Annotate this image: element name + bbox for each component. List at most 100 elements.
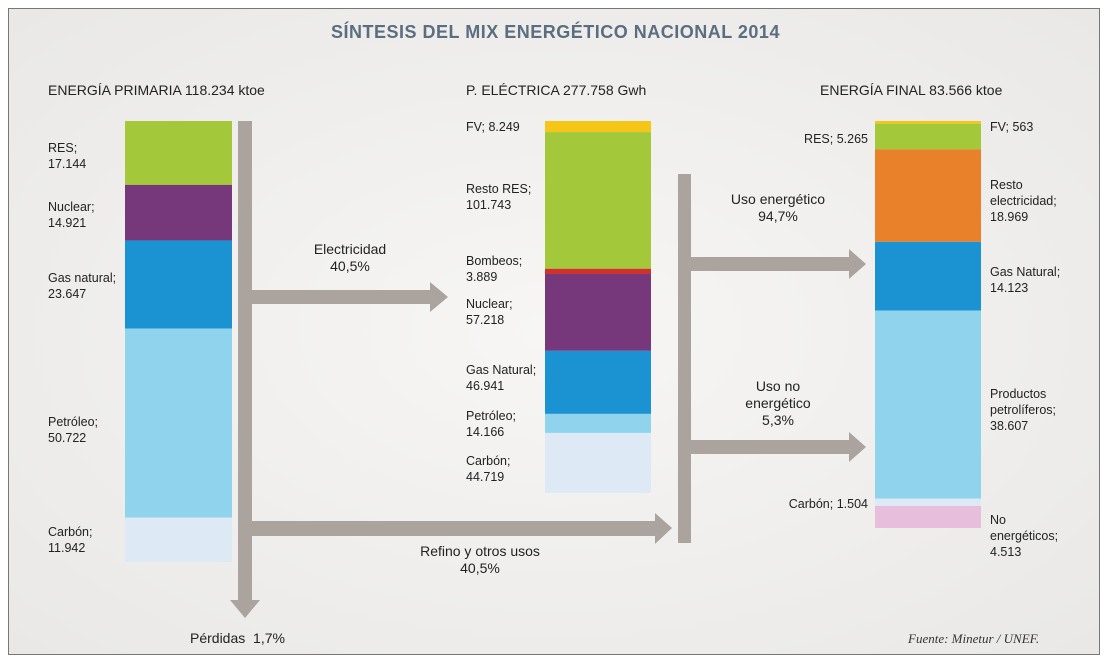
segment-value: 14.123 [990,281,1029,295]
segment-value: 11.942 [48,541,86,555]
segment-label: Carbón; 11.942 [48,524,126,556]
arrow-shaft [252,290,432,304]
arrow-head [430,282,448,312]
segment-value: 563 [1012,120,1034,134]
arrow-head [655,513,672,544]
segment [125,517,232,562]
flow-share: 40,5% [460,560,500,576]
segment-label: Productos petrolíferos; 38.607 [990,386,1068,434]
segment-name: Carbón; [466,454,511,468]
arrow-head [230,600,260,618]
segment-name: Carbón; [788,497,834,511]
segment [875,506,981,528]
flow-label: Refino y otros usos 40,5% [380,543,580,577]
segment-value: 38.607 [990,419,1029,433]
arrows [230,121,866,618]
segment [125,240,232,329]
segment-label: Gas Natural; 14.123 [990,264,1068,296]
flow-name: Uso no energético [745,378,811,411]
segment-name: Gas natural; [48,271,117,285]
losses: Pérdidas 1,7% [190,630,285,647]
segment [125,184,232,241]
title: SÍNTESIS DEL MIX ENERGÉTICO NACIONAL 201… [331,22,780,42]
segment-name: Resto electricidad; [990,178,1057,208]
flow-name: Refino y otros usos [420,543,540,559]
segment-name: Resto RES; [466,182,532,196]
segment-label: RES; 5.265 [804,131,868,147]
segment-name: Petróleo; [48,415,99,429]
segment-name: Carbón; [48,525,93,539]
flow-label: Electricidad 40,5% [280,241,420,275]
flow-name: Electricidad [313,241,387,257]
segment-label: FV; 8.249 [466,119,586,135]
segment-label: Petróleo; 14.166 [466,408,544,440]
segment-value: 4.513 [990,545,1022,559]
segment-name: Nuclear; [466,297,513,311]
segment-name: Gas Natural; [990,265,1061,279]
flow-label: Uso no energético 5,3% [724,378,832,429]
segment-name: Productos petrolíferos; [990,387,1057,417]
segment [875,310,981,499]
losses-label: Pérdidas [190,630,246,646]
source: Fuente: Minetur / UNEF. [908,631,1040,646]
segment-value: 3.889 [466,270,498,284]
segment-label: Bombeos; 3.889 [466,253,544,285]
segment-value: 14.921 [48,216,87,230]
segment [875,498,981,507]
segment-label: Gas Natural; 46.941 [466,362,544,394]
flow-label: Uso energético 94,7% [724,191,832,225]
segment-value: 57.218 [466,313,505,327]
segment-name: Bombeos; [466,254,523,268]
segment-value: 23.647 [48,287,87,301]
segment-label: Nuclear; 57.218 [466,296,544,328]
arrow-shaft [691,440,851,454]
segment-value: 44.719 [466,470,505,484]
segment-value: 46.941 [466,379,505,393]
segment-value: 101.743 [466,198,512,212]
segment [545,132,651,269]
column-heading: ENERGÍA PRIMARIA 118.234 ktoe [48,82,265,98]
flow-name: Uso energético [730,191,826,207]
segment-label: No energéticos; 4.513 [990,512,1068,560]
column-heading: ENERGÍA FINAL 83.566 ktoe [820,82,1003,98]
flow-share: 94,7% [758,208,798,224]
segment [875,149,981,242]
segment-name: Petróleo; [466,409,517,423]
segment-value: 18.969 [990,210,1029,224]
segment-value: 8.249 [488,120,520,134]
arrow-head [849,432,866,462]
segment-value: 14.166 [466,425,505,439]
segment [545,268,651,274]
segment-label: Carbón; 44.719 [466,453,544,485]
segment-value: 5.265 [836,132,868,146]
arrow-shaft [252,521,657,536]
segment-label: Petróleo; 50.722 [48,414,126,446]
segment-value: 1.504 [836,497,868,511]
segment [545,432,651,493]
segment-label: RES; 17.144 [48,140,126,172]
segment [875,121,981,124]
segment-label: FV; 563 [990,119,1110,135]
segment [545,121,651,133]
arrow-head [849,249,866,279]
segment [875,241,981,311]
segment-name: FV; [990,120,1009,134]
segment-label: Carbón; 1.504 [789,496,868,512]
segment-name: FV; [466,120,485,134]
segment-label: Resto electricidad; 18.969 [990,177,1068,225]
segment-name: RES; [48,141,78,155]
losses-share: 1,7% [253,630,285,646]
segment [545,413,651,433]
segment-name: Gas Natural; [466,363,537,377]
segment-name: RES; [804,132,834,146]
segment-label: Gas natural; 23.647 [48,270,126,302]
segment [125,328,232,518]
segment-value: 17.144 [48,157,87,171]
segment-label: Resto RES; 101.743 [466,181,544,213]
segment-value: 50.722 [48,431,87,445]
segment [125,121,232,185]
segment [545,350,651,414]
segment [875,123,981,150]
